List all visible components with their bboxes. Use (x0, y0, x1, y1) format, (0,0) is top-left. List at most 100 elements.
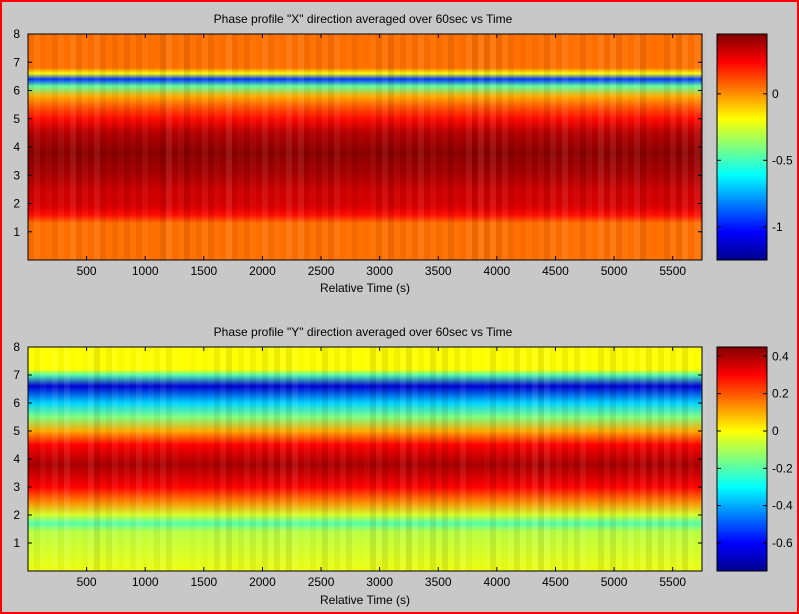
time-stripe (490, 34, 496, 260)
time-stripe (424, 34, 430, 260)
time-stripe (286, 347, 292, 571)
time-stripe (130, 347, 136, 571)
time-stripe (184, 34, 190, 260)
y-tick-label: 5 (13, 424, 20, 438)
time-stripe (412, 34, 418, 260)
y-tick-label: 3 (13, 480, 20, 494)
heatmap-time-variation (40, 347, 706, 571)
y-tick-label: 4 (13, 140, 20, 154)
time-stripe (148, 347, 154, 571)
time-stripe (478, 347, 484, 571)
heatmap-plot-area (28, 347, 702, 571)
x-tick-label: 500 (77, 575, 97, 589)
time-stripe (244, 347, 250, 571)
time-stripe (526, 347, 532, 571)
time-stripe (256, 347, 262, 571)
time-stripe (220, 347, 226, 571)
time-stripe (412, 347, 418, 571)
time-stripe (214, 34, 220, 260)
x-tick-label: 2000 (249, 575, 276, 589)
time-stripe (400, 347, 406, 571)
time-stripe (58, 347, 64, 571)
time-stripe (196, 34, 202, 260)
time-stripe (340, 34, 346, 260)
time-stripe (298, 34, 304, 260)
time-stripe (466, 34, 472, 260)
time-stripe (124, 34, 130, 260)
time-stripe (34, 34, 40, 260)
time-stripe (436, 34, 442, 260)
time-stripe (478, 34, 484, 260)
time-stripe (94, 347, 100, 571)
time-stripe (532, 347, 538, 571)
time-stripe (106, 34, 112, 260)
time-stripe (124, 347, 130, 571)
time-stripe (106, 347, 112, 571)
x-tick-label: 4500 (542, 264, 569, 278)
x-axis-ticks: 500 1000 1500 2000 2500 3000 3500 4000 4500 5000 5… (77, 347, 686, 589)
time-stripe (568, 34, 574, 260)
time-stripe (118, 34, 124, 260)
time-stripe (334, 347, 340, 571)
time-stripe (418, 347, 424, 571)
time-stripe (610, 34, 616, 260)
time-stripe (40, 347, 46, 571)
time-stripe (544, 347, 550, 571)
time-stripe (298, 347, 304, 571)
time-stripe (136, 34, 142, 260)
time-stripe (634, 34, 640, 260)
time-stripe (646, 347, 652, 571)
time-stripe (490, 347, 496, 571)
time-stripe (628, 347, 634, 571)
time-stripe (178, 34, 184, 260)
time-stripe (64, 347, 70, 571)
time-stripe (616, 34, 622, 260)
time-stripe (388, 347, 394, 571)
time-stripe (424, 347, 430, 571)
time-stripe (136, 347, 142, 571)
x-tick-label: 5000 (601, 575, 628, 589)
time-stripe (460, 34, 466, 260)
time-stripe (670, 34, 676, 260)
time-stripe (688, 34, 694, 260)
x-tick-label: 3000 (366, 575, 393, 589)
time-stripe (82, 347, 88, 571)
x-tick-label: 1500 (190, 575, 217, 589)
time-stripe (202, 34, 208, 260)
time-stripe (466, 347, 472, 571)
time-stripe (190, 34, 196, 260)
time-stripe (202, 347, 208, 571)
y-tick-label: 1 (13, 225, 20, 239)
time-stripe (574, 347, 580, 571)
y-tick-label: 7 (13, 55, 20, 69)
time-stripe (682, 347, 688, 571)
time-stripe (238, 347, 244, 571)
time-stripe (376, 347, 382, 571)
time-stripe (250, 347, 256, 571)
x-tick-label: 3500 (425, 575, 452, 589)
time-stripe (112, 347, 118, 571)
x-axis-ticks: 500 1000 1500 2000 2500 3000 3500 4000 4500 5000 5… (77, 34, 686, 278)
time-stripe (574, 34, 580, 260)
x-tick-label: 2500 (308, 264, 335, 278)
heatmap-plot-area (28, 34, 702, 260)
time-stripe (154, 34, 160, 260)
y-tick-label: 4 (13, 452, 20, 466)
time-stripe (442, 34, 448, 260)
time-stripe (250, 34, 256, 260)
time-stripe (358, 34, 364, 260)
time-stripe (274, 347, 280, 571)
x-tick-label: 3000 (366, 264, 393, 278)
time-stripe (586, 34, 592, 260)
time-stripe (562, 347, 568, 571)
x-tick-label: 4000 (484, 264, 511, 278)
time-stripe (640, 34, 646, 260)
time-stripe (598, 347, 604, 571)
time-stripe (226, 347, 232, 571)
time-stripe (118, 347, 124, 571)
time-stripe (472, 34, 478, 260)
time-stripe (52, 34, 58, 260)
time-stripe (382, 34, 388, 260)
time-stripe (238, 34, 244, 260)
